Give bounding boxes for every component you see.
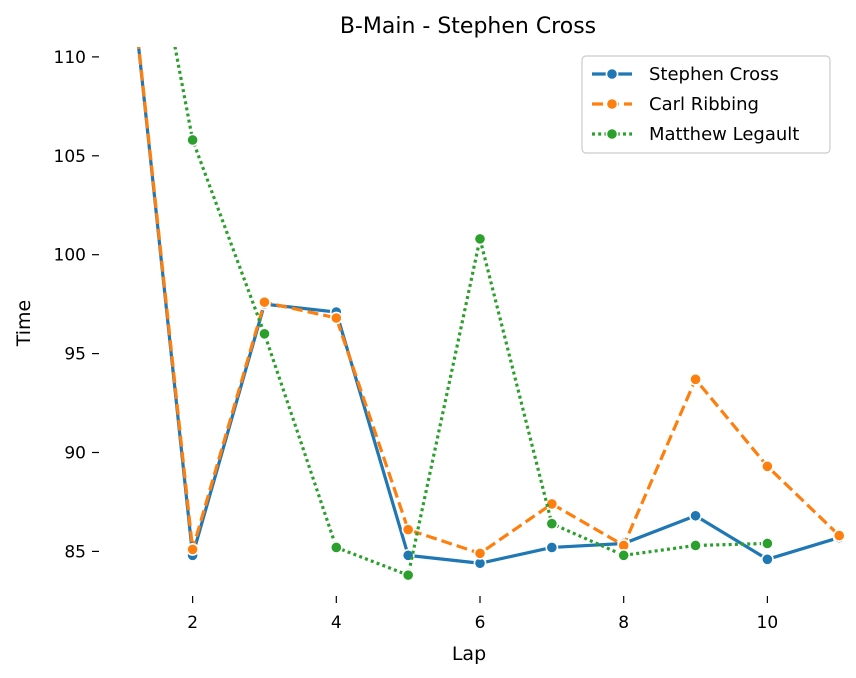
legend-marker	[605, 67, 619, 81]
legend-marker	[605, 127, 619, 141]
data-point	[329, 541, 343, 554]
data-point	[689, 372, 702, 386]
x-axis: 2 4 6 8 10	[187, 596, 778, 633]
legend-frame	[581, 55, 831, 154]
legend-marker	[605, 97, 619, 111]
data-point	[545, 541, 559, 554]
y-tick-label: 105	[54, 147, 86, 167]
legend: Stephen Cross Carl Ribbing Matthew Legault	[581, 55, 831, 154]
data-point	[689, 509, 702, 523]
data-point	[186, 133, 200, 147]
y-tick-label: 100	[54, 246, 86, 266]
legend-label: Matthew Legault	[649, 124, 799, 145]
data-point	[760, 537, 774, 550]
data-point	[545, 517, 559, 531]
data-point	[760, 459, 774, 473]
data-point	[401, 568, 415, 582]
x-tick-label: 4	[331, 613, 342, 633]
data-point	[832, 529, 846, 542]
data-point	[329, 311, 343, 325]
legend-label: Carl Ribbing	[649, 94, 759, 115]
data-point	[545, 497, 559, 511]
x-tick-label: 8	[618, 613, 629, 633]
data-point	[401, 523, 415, 537]
legend-label: Stephen Cross	[649, 64, 779, 85]
data-point	[689, 539, 702, 552]
y-tick-label: 110	[54, 48, 86, 68]
chart-title: B-Main - Stephen Cross	[340, 14, 596, 39]
series-matthew-legault	[173, 47, 774, 582]
x-tick-label: 6	[475, 613, 486, 633]
data-point	[473, 232, 487, 246]
data-point	[258, 295, 271, 309]
data-point	[473, 546, 487, 560]
series-carl-ribbing	[137, 47, 846, 560]
data-point	[258, 327, 271, 341]
y-tick-label: 90	[64, 443, 86, 463]
data-point	[186, 543, 200, 556]
y-axis: 85 90 95 100 105 110	[54, 48, 99, 562]
y-axis-label: Time	[13, 300, 35, 348]
series-line	[173, 47, 768, 577]
data-point	[760, 552, 774, 566]
data-point	[617, 548, 631, 562]
x-tick-label: 2	[187, 613, 198, 633]
x-tick-label: 10	[757, 613, 779, 633]
x-axis-label: Lap	[452, 643, 486, 665]
y-tick-label: 85	[64, 542, 86, 562]
y-tick-label: 95	[64, 345, 86, 365]
series-layer	[137, 47, 846, 582]
